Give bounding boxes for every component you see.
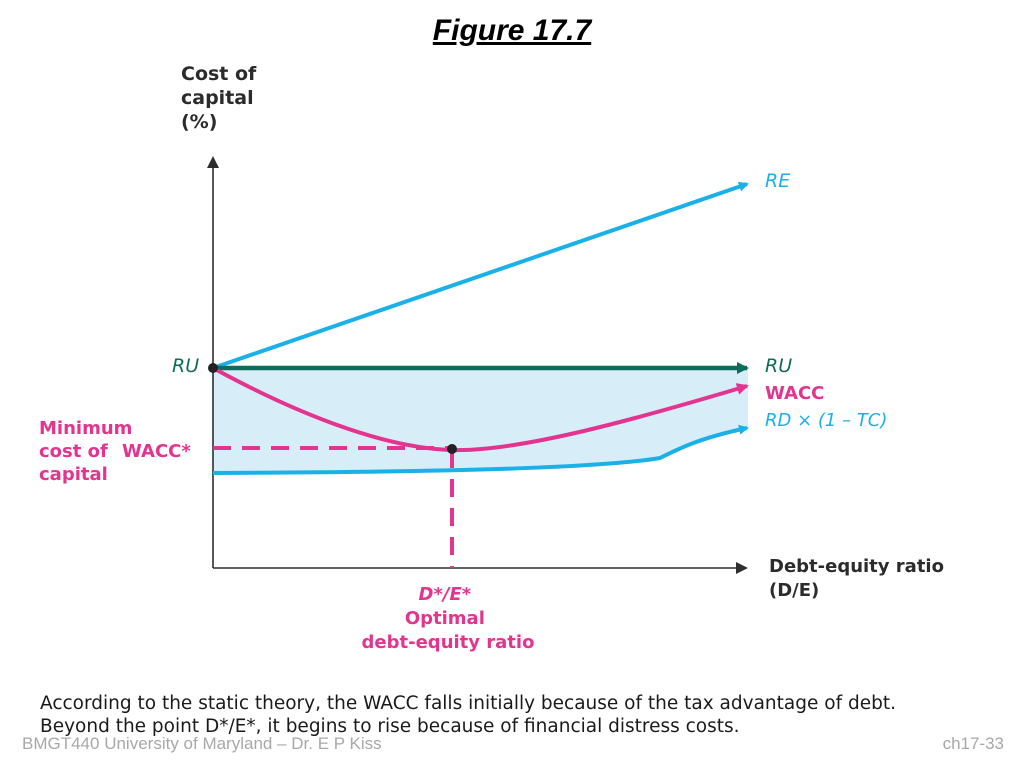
ru-intercept-point	[208, 363, 218, 373]
caption: According to the static theory, the WACC…	[40, 692, 990, 738]
optimal-ratio-label: D*/E* Optimal debt-equity ratio	[362, 584, 535, 653]
wacc-line-label: WACC	[765, 383, 824, 404]
optimal-point	[447, 444, 457, 454]
footer-slide-number: ch17-33	[942, 734, 1004, 753]
footer-course: BMGT440 University of Maryland – Dr. E P…	[22, 734, 382, 753]
ru-intercept-label: RU	[172, 355, 199, 377]
minimum-cost-label: Minimum cost of capital	[39, 418, 139, 485]
shaded-region	[213, 368, 748, 473]
equity-cost-line	[212, 181, 749, 370]
caption-line-2: Beyond the point D*/E*, it begins to ris…	[40, 716, 740, 737]
wacc-star-label: WACC*	[122, 441, 191, 462]
y-axis-label: Cost of capital (%)	[181, 63, 263, 133]
after-tax-debt-cost-curve	[212, 424, 749, 475]
x-axis-label: Debt-equity ratio (D/E)	[769, 556, 950, 601]
ru-line-label: RU	[765, 355, 792, 377]
slide-title: Figure 17.7	[432, 14, 592, 47]
debt-line-label: RD × (1 – TC)	[765, 410, 887, 431]
caption-line-1: According to the static theory, the WACC…	[40, 693, 896, 714]
re-line-label: RE	[765, 170, 790, 192]
